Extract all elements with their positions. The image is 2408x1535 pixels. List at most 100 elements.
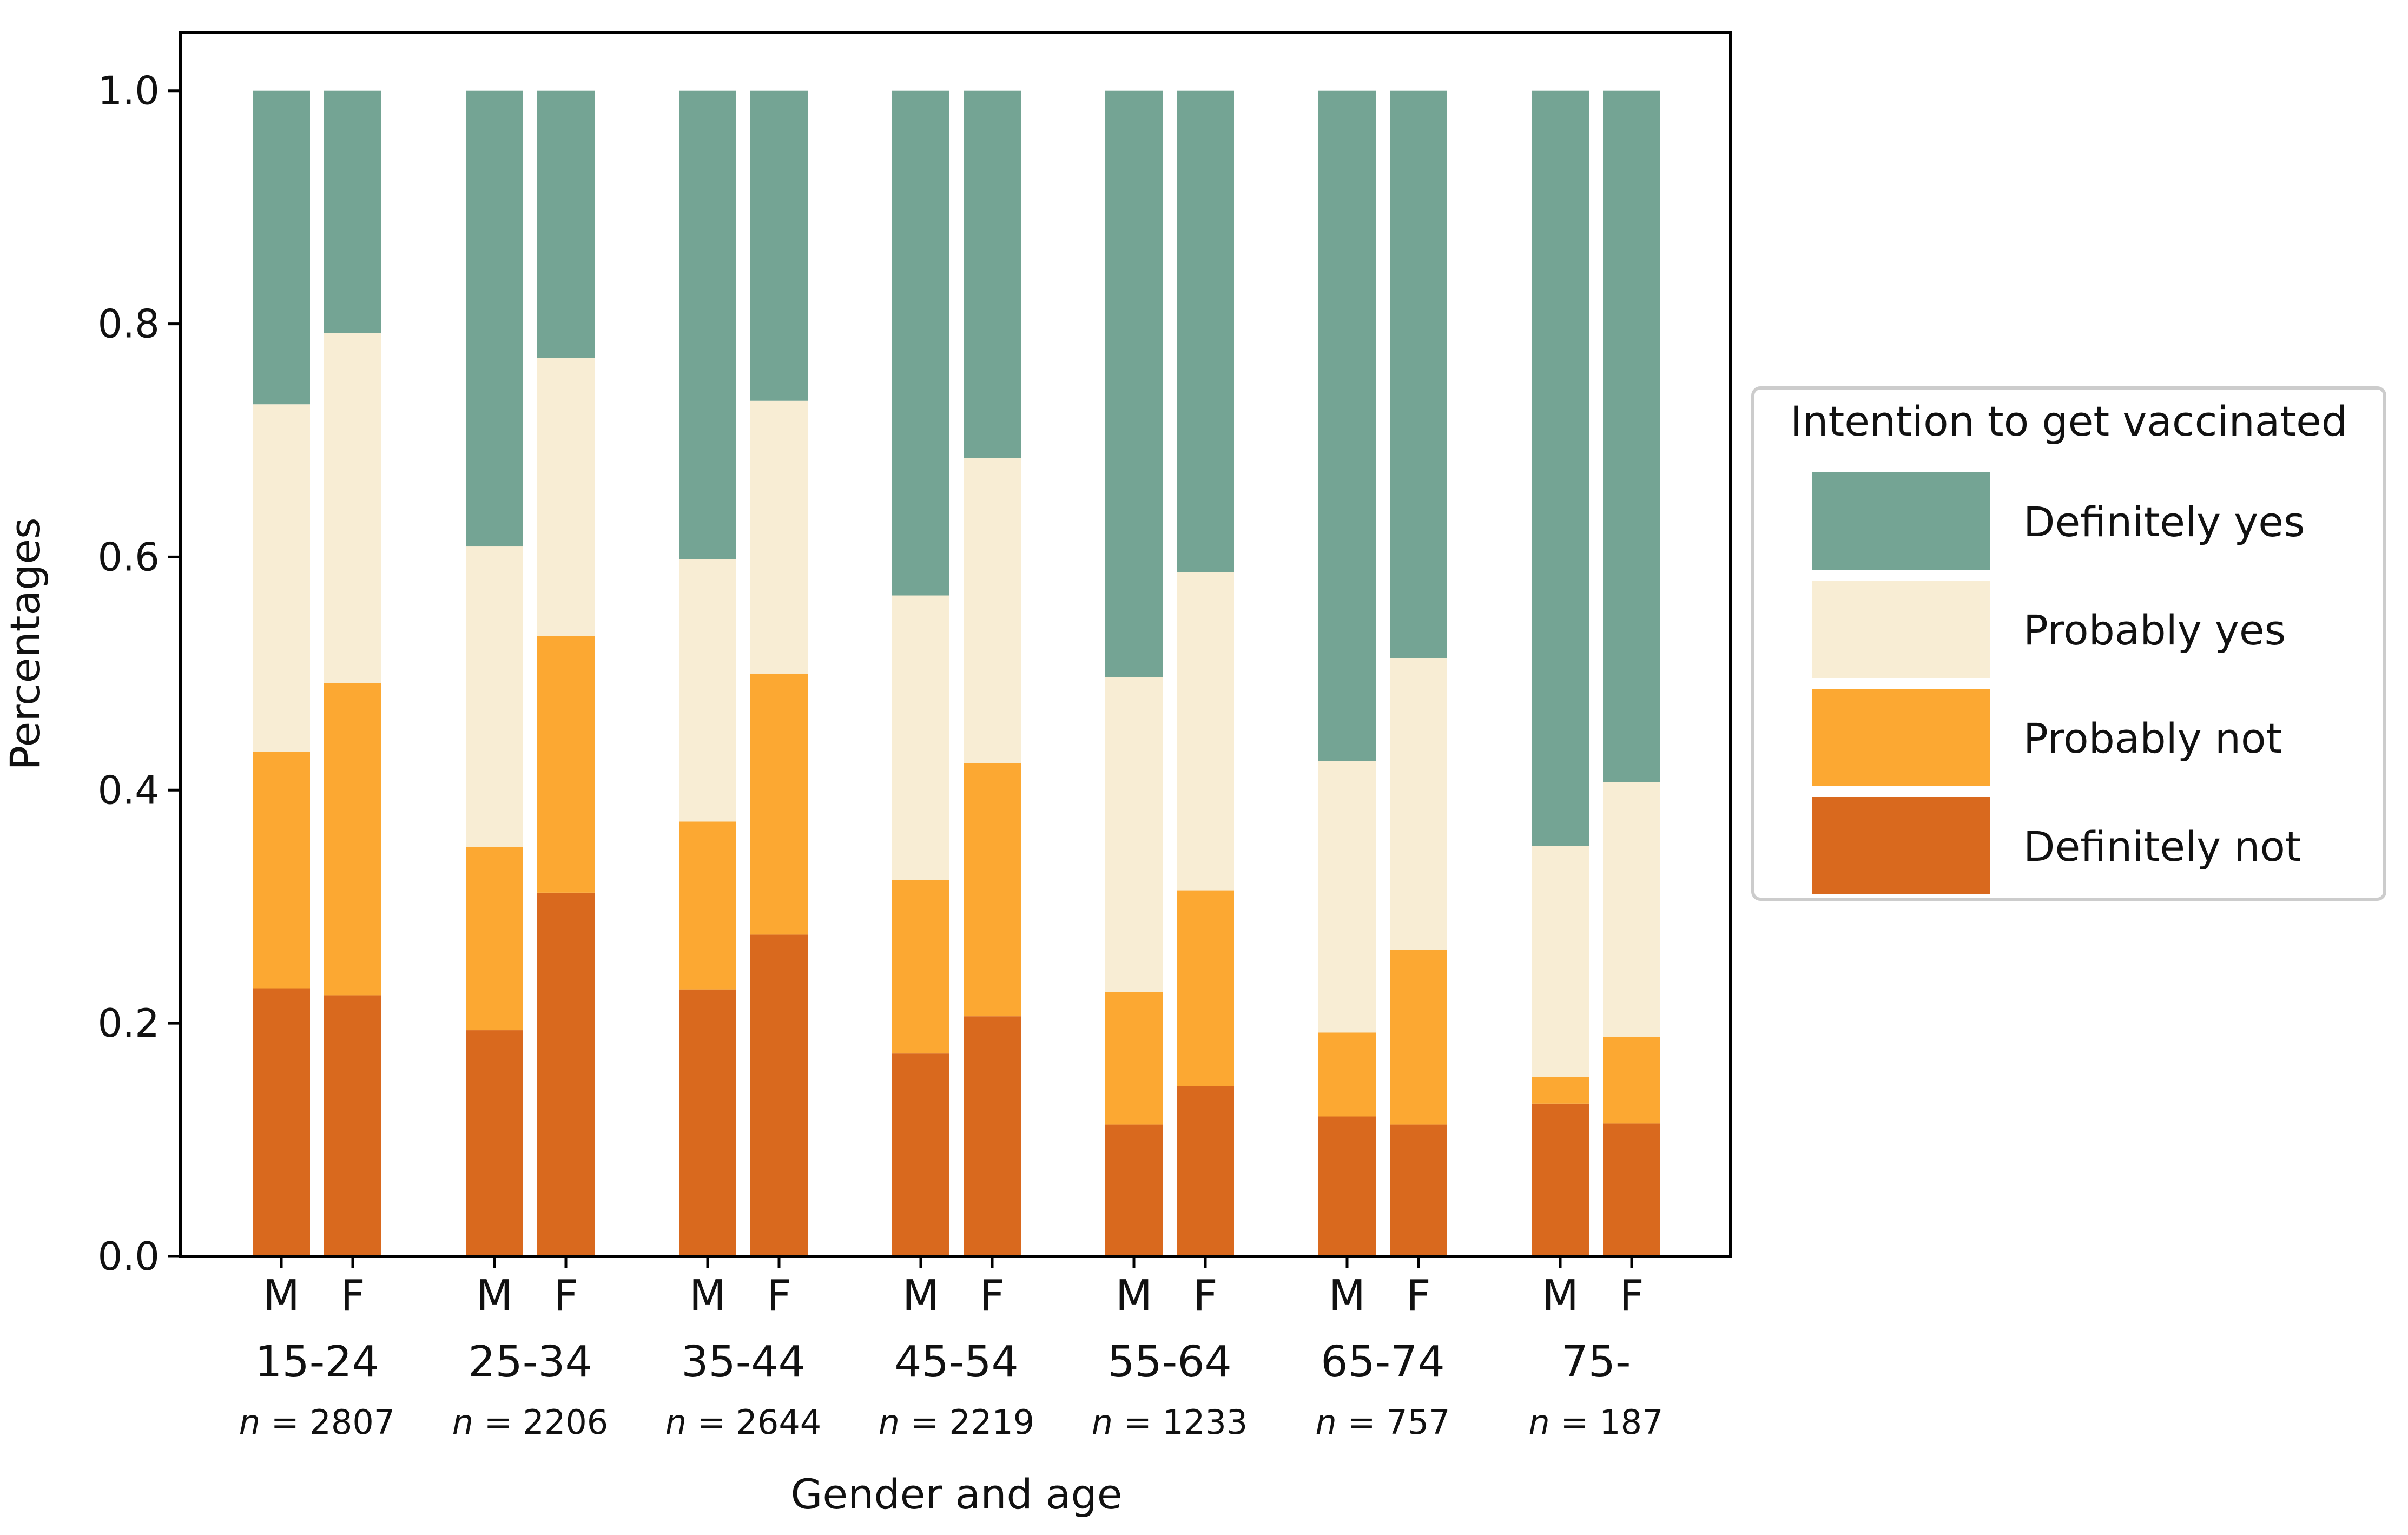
legend-swatch-definitely-not xyxy=(1812,797,1990,894)
bar-segment-probably-not-12 xyxy=(1390,950,1447,1125)
bar-segment-definitely-not-9 xyxy=(1105,1124,1163,1256)
age-group-label: 65-74 xyxy=(1321,1337,1445,1387)
gender-label: F xyxy=(980,1271,1004,1321)
legend-title: Intention to get vaccinated xyxy=(1790,397,2347,445)
sample-size-label: n = 2206 xyxy=(452,1402,608,1442)
y-tick-label: 0.2 xyxy=(97,1000,160,1046)
bar-segment-probably-yes-1 xyxy=(253,404,310,752)
bar-segment-definitely-yes-2 xyxy=(324,90,381,333)
gender-label: M xyxy=(1329,1271,1365,1321)
y-tick-label: 0.8 xyxy=(97,301,160,347)
bar-segment-definitely-not-1 xyxy=(253,988,310,1256)
sample-size-label: n = 2219 xyxy=(879,1402,1034,1442)
bar-segment-definitely-not-5 xyxy=(679,989,736,1256)
bar-segment-definitely-yes-10 xyxy=(1177,90,1234,572)
bar-segment-definitely-not-6 xyxy=(750,934,808,1256)
bar-segment-probably-not-11 xyxy=(1318,1032,1376,1117)
bar-segment-definitely-yes-8 xyxy=(964,90,1021,458)
bar-segment-definitely-yes-5 xyxy=(679,90,736,559)
bar-segment-probably-yes-7 xyxy=(892,595,949,880)
bar-segment-definitely-not-10 xyxy=(1177,1086,1234,1256)
bar-segment-probably-not-5 xyxy=(679,821,736,990)
bar-segment-definitely-yes-11 xyxy=(1318,90,1376,761)
bar-segment-definitely-yes-3 xyxy=(466,90,523,547)
y-tick-label: 0.6 xyxy=(97,534,160,579)
bar-segment-definitely-not-8 xyxy=(964,1016,1021,1256)
bar-segment-definitely-yes-13 xyxy=(1532,90,1589,846)
bar-segment-probably-yes-2 xyxy=(324,333,381,683)
bar-segment-definitely-yes-9 xyxy=(1105,90,1163,677)
bar-segment-probably-yes-4 xyxy=(537,358,595,636)
y-tick-label: 0.4 xyxy=(97,767,160,813)
bar-segment-probably-yes-13 xyxy=(1532,846,1589,1077)
gender-label: M xyxy=(263,1271,300,1321)
sample-size-label: n = 2644 xyxy=(665,1402,821,1442)
bar-segment-probably-not-9 xyxy=(1105,991,1163,1125)
bar-segment-definitely-not-4 xyxy=(537,892,595,1256)
bars-layer xyxy=(253,90,1660,1256)
legend: Intention to get vaccinated Definitely y… xyxy=(1751,386,2386,901)
age-group-label: 35-44 xyxy=(681,1337,806,1387)
gender-label: F xyxy=(1193,1271,1217,1321)
gender-label: F xyxy=(340,1271,365,1321)
bar-segment-probably-not-6 xyxy=(750,673,808,935)
age-group-label: 55-64 xyxy=(1107,1337,1232,1387)
y-tick-label: 0.0 xyxy=(97,1234,160,1279)
bar-segment-definitely-yes-6 xyxy=(750,90,808,401)
gender-label: F xyxy=(767,1271,791,1321)
bar-segment-probably-yes-11 xyxy=(1318,761,1376,1033)
bar-segment-definitely-yes-4 xyxy=(537,90,595,358)
legend-swatch-probably-yes xyxy=(1812,581,1990,678)
bar-segment-probably-not-2 xyxy=(324,683,381,996)
bar-segment-probably-not-14 xyxy=(1603,1037,1660,1124)
bar-segment-probably-yes-14 xyxy=(1603,782,1660,1037)
legend-swatch-definitely-yes xyxy=(1812,472,1990,570)
bar-segment-definitely-not-12 xyxy=(1390,1124,1447,1256)
x-axis-title: Gender and age xyxy=(791,1470,1123,1518)
bar-segment-probably-yes-5 xyxy=(679,559,736,822)
gender-label: M xyxy=(1542,1271,1579,1321)
sample-size-label: n = 2807 xyxy=(239,1402,395,1442)
bar-segment-probably-yes-6 xyxy=(750,400,808,674)
bar-segment-probably-not-7 xyxy=(892,880,949,1054)
bar-segment-probably-yes-3 xyxy=(466,546,523,847)
legend-label-probably-not: Probably not xyxy=(2023,714,2282,762)
bar-segment-probably-not-3 xyxy=(466,847,523,1031)
gender-label: F xyxy=(553,1271,578,1321)
bar-segment-probably-yes-10 xyxy=(1177,572,1234,891)
legend-entries: Definitely yes Probably yes Probably not De… xyxy=(1812,472,2305,894)
gender-label: M xyxy=(1116,1271,1152,1321)
legend-label-definitely-yes: Definitely yes xyxy=(2023,498,2305,546)
axes-layer: 0.0 0.2 0.4 0.6 0.8 1.0 xyxy=(97,31,1732,1279)
legend-label-probably-yes: Probably yes xyxy=(2023,606,2286,654)
bar-segment-definitely-not-14 xyxy=(1603,1123,1660,1256)
bar-segment-probably-not-1 xyxy=(253,752,310,989)
bar-segment-probably-not-8 xyxy=(964,763,1021,1017)
bar-segment-probably-yes-9 xyxy=(1105,677,1163,992)
gender-label: M xyxy=(689,1271,726,1321)
age-group-label: 45-54 xyxy=(894,1337,1019,1387)
bar-segment-probably-not-13 xyxy=(1532,1077,1589,1104)
legend-label-definitely-not: Definitely not xyxy=(2023,822,2301,871)
bar-segment-definitely-yes-7 xyxy=(892,90,949,596)
bar-segment-definitely-yes-12 xyxy=(1390,90,1447,658)
bar-segment-definitely-not-13 xyxy=(1532,1103,1589,1256)
bar-segment-definitely-not-3 xyxy=(466,1030,523,1256)
bar-segment-definitely-yes-14 xyxy=(1603,90,1660,782)
y-axis-title: Percentages xyxy=(1,517,49,770)
legend-swatch-probably-not xyxy=(1812,689,1990,786)
sample-size-label: n = 1233 xyxy=(1092,1402,1248,1442)
age-group-label: 15-24 xyxy=(255,1337,379,1387)
bar-segment-definitely-not-2 xyxy=(324,995,381,1256)
bar-segment-probably-not-4 xyxy=(537,636,595,893)
age-group-label: 75- xyxy=(1561,1337,1631,1387)
plot-frame xyxy=(179,31,1732,1258)
gender-label: F xyxy=(1619,1271,1644,1321)
bar-segment-definitely-not-7 xyxy=(892,1053,949,1256)
gender-label: M xyxy=(902,1271,939,1321)
bar-segment-probably-not-10 xyxy=(1177,890,1234,1086)
bar-segment-probably-yes-8 xyxy=(964,458,1021,763)
gender-label: M xyxy=(476,1271,513,1321)
sample-size-label: n = 187 xyxy=(1528,1402,1663,1442)
